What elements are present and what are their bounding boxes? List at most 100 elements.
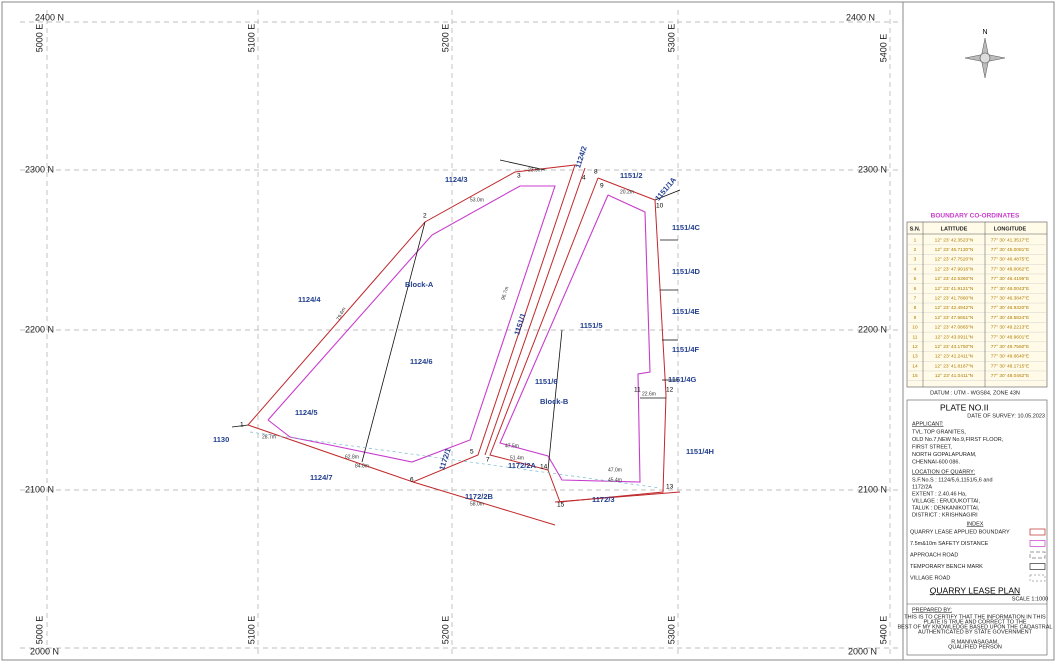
table-cell: 12: [912, 344, 918, 350]
table-cell: 77° 30' 48.1715"E: [991, 363, 1029, 369]
east-label: 5100 E: [246, 616, 256, 645]
text-line: EXTENT : 2.40.46 Ha,: [912, 491, 967, 497]
table-cell: 77° 30' 46.9320"E: [991, 305, 1029, 311]
parcel-label: 1124/6: [410, 357, 433, 366]
road-edge: [412, 481, 556, 526]
parcel-label: 1172/3: [592, 495, 615, 504]
table-cell: 77° 30' 41.3517"E: [991, 237, 1029, 243]
dimension: 23.9m: [528, 167, 542, 173]
table-cell: 77° 30' 48.0462"E: [991, 373, 1029, 379]
boundaries: [231, 159, 681, 526]
parcel-label: 1124/3: [445, 175, 468, 184]
table-cell: 77° 30' 49.6640"E: [991, 354, 1029, 360]
table-cell: 12° 23' 47.6651"N: [935, 315, 974, 321]
compass-label: N: [982, 29, 987, 36]
legend-swatch: [1029, 563, 1046, 570]
sub-division: [231, 424, 249, 428]
parcel-label: 1172/2A: [508, 461, 537, 470]
station: 4: [582, 175, 586, 182]
block-label: Block-B: [540, 397, 569, 406]
text-line: QUARRY LEASE APPLIED BOUNDARY: [910, 529, 1010, 535]
table-cell: 77° 30' 46.4196"E: [991, 276, 1029, 282]
table-cell: 12° 23' 41.8187"N: [935, 363, 974, 369]
compass: N: [964, 29, 1006, 79]
dimension: 58.0m: [470, 501, 484, 507]
north-label: 2300 N: [858, 164, 887, 174]
station: 3: [517, 173, 521, 180]
sub-division: [499, 159, 546, 171]
north-label: 2200 N: [25, 324, 54, 334]
sub-division: [547, 329, 563, 471]
station: 12: [666, 387, 674, 394]
text-line: TEMPORARY BENCH MARK: [910, 564, 983, 570]
plate-frame: [906, 399, 1048, 656]
sub-division: [654, 189, 681, 201]
preparer: R.MANIVASAGAM,: [951, 639, 999, 645]
station: 13: [666, 484, 674, 491]
table-cell: 77° 30' 46.0043"E: [991, 286, 1029, 292]
text-line: BEST OF MY KNOWLEDGE BASED UPON THE CADA…: [898, 624, 1053, 630]
table-cell: 3: [914, 257, 917, 263]
table-cell: 77° 30' 49.7560"E: [991, 344, 1029, 350]
table-cell: 2: [914, 247, 917, 253]
table-cell: 15: [912, 373, 918, 379]
east-label: 5000 E: [34, 616, 44, 645]
parcel-label: 1151/4H: [686, 447, 714, 456]
table-cell: 77° 30' 48.0062"E: [991, 266, 1029, 272]
station: 2: [423, 213, 427, 220]
road-edge: [554, 491, 681, 503]
text-line: TALUK : DENKANIKOTTAI,: [912, 505, 980, 511]
station: 9: [600, 183, 604, 190]
table-cell: 12° 23' 47.0865"N: [935, 325, 974, 331]
table-cell: 4: [914, 266, 917, 272]
table-cell: 12° 23' 43.0911"N: [935, 334, 974, 340]
parcel-label: 1151/4D: [672, 267, 701, 276]
text-line: CHENNAI-600 086.: [912, 459, 960, 465]
station: 8: [594, 169, 598, 176]
table-cell: 12° 23' 47.7520"N: [935, 257, 974, 263]
text-line: TVL.TOP GRANITES,: [912, 429, 966, 435]
table-cell: 8: [914, 305, 917, 311]
table-cell: 11: [913, 334, 918, 340]
dimension: 47.0m: [608, 467, 622, 473]
grid: [20, 10, 900, 655]
text-line: DISTRICT : KRISHNAGIRI: [912, 512, 978, 518]
sub-division: [361, 221, 426, 463]
table-cell: 12° 23' 43.1750"N: [935, 344, 974, 350]
certificate: THIS IS TO CERTIFY THAT THE INFORMATION …: [898, 614, 1053, 650]
text-line: THIS IS TO CERTIFY THAT THE INFORMATION …: [904, 614, 1046, 620]
table-cell: 77° 30' 46.3847"E: [991, 295, 1029, 301]
north-label: 2200 N: [858, 324, 887, 334]
table-cell: 12° 23' 42.3523"N: [935, 237, 974, 243]
table-cell: 13: [912, 354, 918, 360]
station: 10: [656, 203, 664, 210]
coordinate-table: S.N. LATITUDE LONGITUDE 1 12° 23' 42.3523…: [906, 221, 1048, 388]
text-line: S.F.No.S : 1124/5,6,1151/5,6 and: [912, 477, 993, 483]
east-label: 5100 E: [246, 24, 256, 53]
section-head: INDEX: [967, 521, 984, 527]
legend-swatch: [1029, 528, 1046, 536]
text-line: APPROACH ROAD: [910, 552, 958, 558]
parcel-label: 1130: [213, 435, 229, 444]
dimension: 51.4m: [510, 455, 524, 461]
compass-hub: [979, 52, 991, 64]
east-label: 5400 E: [878, 616, 888, 645]
text-line: OLD No.7,NEW No.9,FIRST FLOOR,: [912, 437, 1004, 443]
applicant: TVL.TOP GRANITES, OLD No.7,NEW No.9,FIRST…: [912, 429, 1004, 465]
dimension: 62.8m: [345, 454, 359, 460]
table-cell: 12° 23' 41.2411"N: [935, 354, 974, 360]
dimension: 20.2m: [620, 189, 634, 195]
dimension: 47.5m: [505, 443, 519, 449]
legend-swatch: [1029, 551, 1046, 559]
parcel-label: 1151/6: [535, 377, 558, 386]
table-cell: 77° 30' 48.9601"E: [991, 334, 1029, 340]
survey-date: DATE OF SURVEY: 10.05.2023: [967, 413, 1045, 419]
table-title: BOUNDARY CO-ORDINATES: [931, 213, 1020, 220]
dimension: 84.8m: [355, 463, 369, 469]
block-label: Block-A: [405, 280, 434, 289]
station: 1: [240, 422, 244, 429]
parcel-label: 1151/4G: [668, 375, 697, 384]
text-line: PLATE IS TRUE AND CORRECT TO THE: [924, 619, 1027, 625]
text-line: 7.5m&10m SAFETY DISTANCE: [910, 541, 989, 547]
